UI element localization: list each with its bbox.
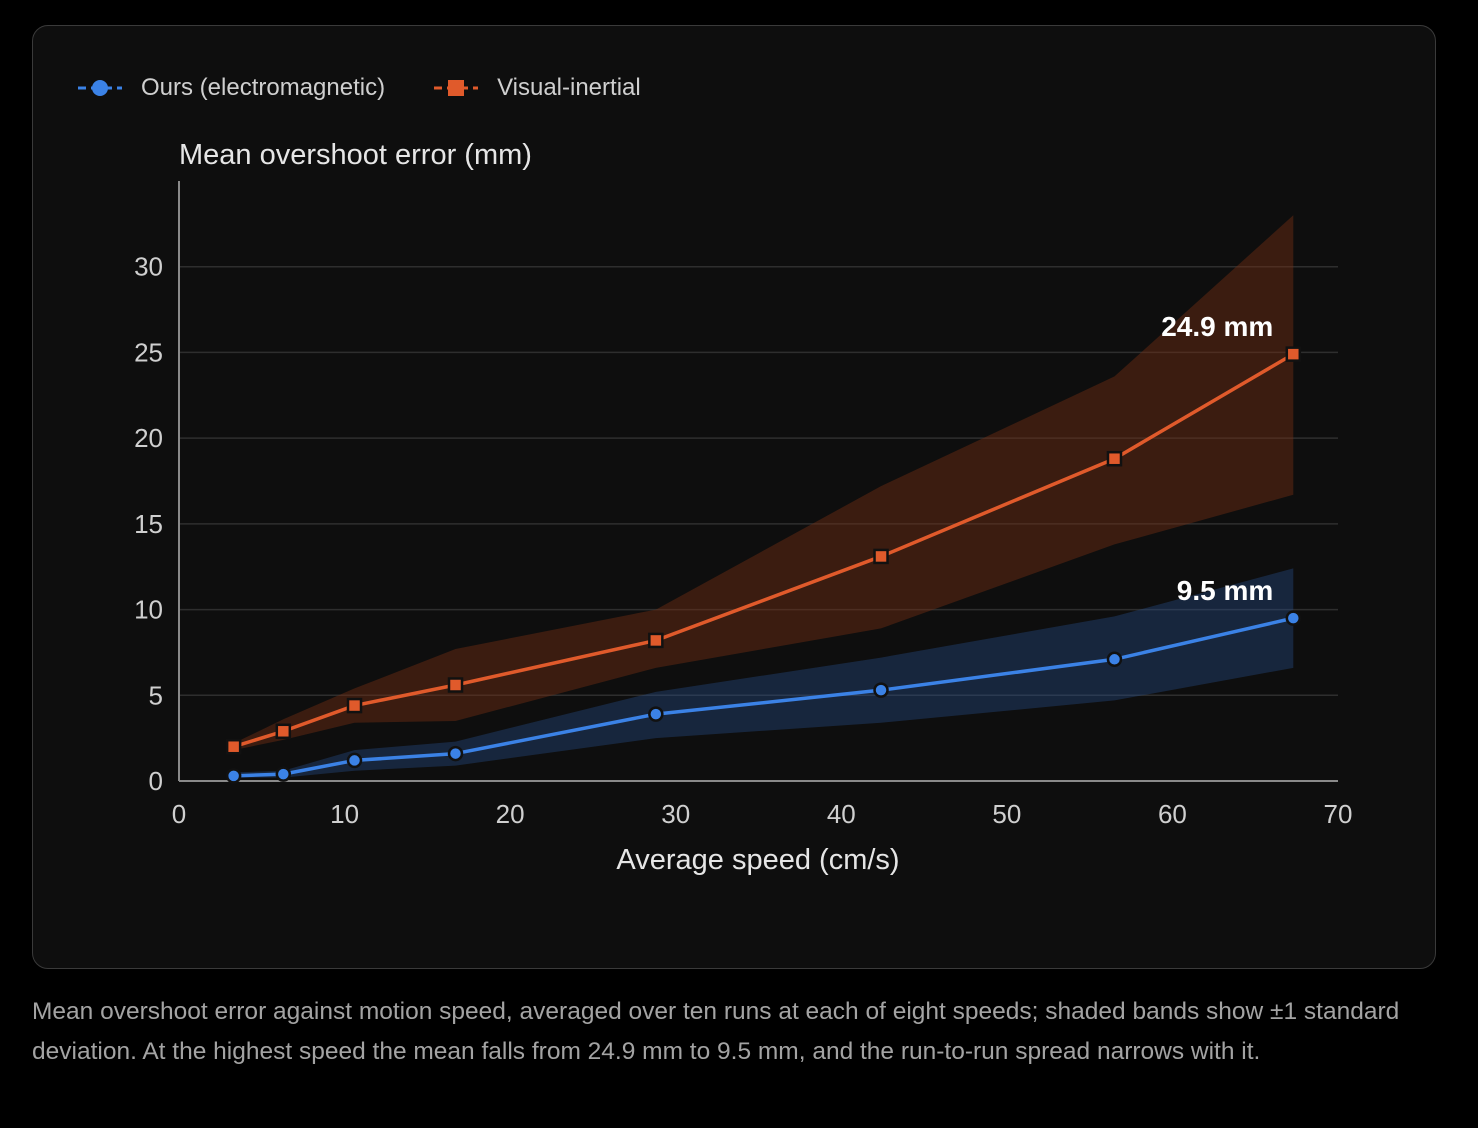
- y-tick-label: 5: [149, 680, 163, 710]
- data-point-ours[interactable]: [346, 752, 363, 769]
- axes: [178, 181, 1338, 782]
- legend-label-visual-inertial: Visual-inertial: [497, 74, 641, 101]
- error-bands: [233, 215, 1294, 778]
- x-tick-label: 10: [330, 799, 359, 829]
- y-tick-label: 30: [134, 252, 163, 282]
- error-band-ours: [233, 568, 1294, 778]
- x-tick-label: 0: [172, 799, 186, 829]
- y-tick-label: 15: [134, 509, 163, 539]
- x-axis-title: Average speed (cm/s): [616, 844, 899, 876]
- data-point-visual-inertial[interactable]: [225, 738, 242, 755]
- series-markers: [225, 346, 1302, 784]
- series-line-visual-inertial: [233, 352, 1295, 749]
- legend-swatch-visual-inertial: [434, 80, 479, 96]
- x-tick-label: 20: [496, 799, 525, 829]
- end-labels: 9.5 mm 24.9 mm: [1161, 311, 1273, 606]
- grid-lines: [179, 265, 1338, 697]
- data-point-visual-inertial[interactable]: [275, 723, 292, 740]
- x-tick-label: 30: [661, 799, 690, 829]
- data-point-ours[interactable]: [1285, 610, 1302, 626]
- data-point-ours[interactable]: [648, 706, 664, 722]
- series-lines: [233, 352, 1295, 778]
- end-label-visual-inertial: 24.9 mm: [1161, 311, 1273, 342]
- legend-entry-ours[interactable]: Ours (electromagnetic): [77, 74, 385, 102]
- data-point-ours[interactable]: [873, 682, 889, 698]
- x-tick-label: 50: [992, 799, 1021, 829]
- end-label-ours: 9.5 mm: [1177, 575, 1274, 606]
- tick-labels: 0 5 10 15 20 25 30 0 10 20 30 40 50 60 70: [134, 252, 1352, 829]
- legend-label-ours: Ours (electromagnetic): [141, 74, 386, 101]
- x-tick-label: 60: [1158, 799, 1187, 829]
- y-tick-label: 20: [134, 423, 163, 453]
- y-tick-label: 10: [134, 595, 163, 625]
- series-line-ours: [233, 616, 1294, 778]
- x-tick-label: 70: [1324, 799, 1353, 829]
- data-point-ours[interactable]: [225, 768, 242, 784]
- y-tick-label: 0: [149, 766, 163, 796]
- data-point-ours[interactable]: [275, 766, 292, 782]
- data-point-visual-inertial[interactable]: [346, 697, 363, 714]
- data-point-visual-inertial[interactable]: [873, 548, 889, 565]
- y-tick-label: 25: [134, 337, 163, 367]
- y-axis-title: Mean overshoot error (mm): [179, 139, 532, 171]
- data-point-ours[interactable]: [1106, 651, 1123, 668]
- figure-caption: Mean overshoot error against motion spee…: [32, 998, 1400, 1065]
- error-band-visual-inertial: [233, 215, 1294, 751]
- data-point-visual-inertial[interactable]: [1285, 346, 1302, 362]
- legend-swatch-ours: [78, 80, 122, 96]
- data-point-visual-inertial[interactable]: [1106, 450, 1123, 467]
- line-chart: 0 5 10 15 20 25 30 0 10 20 30 40 50 60 70 9.5 mm 24.9 m…: [134, 139, 1352, 876]
- data-point-visual-inertial[interactable]: [447, 677, 464, 693]
- data-point-ours[interactable]: [447, 745, 464, 762]
- data-point-visual-inertial[interactable]: [648, 632, 664, 649]
- x-tick-label: 40: [827, 799, 856, 829]
- chart-card: Ours (electromagnetic) Visual-inertial 0…: [32, 25, 1436, 969]
- legend: Ours (electromagnetic) Visual-inertial: [77, 74, 641, 102]
- legend-entry-visual-inertial[interactable]: Visual-inertial: [433, 74, 641, 102]
